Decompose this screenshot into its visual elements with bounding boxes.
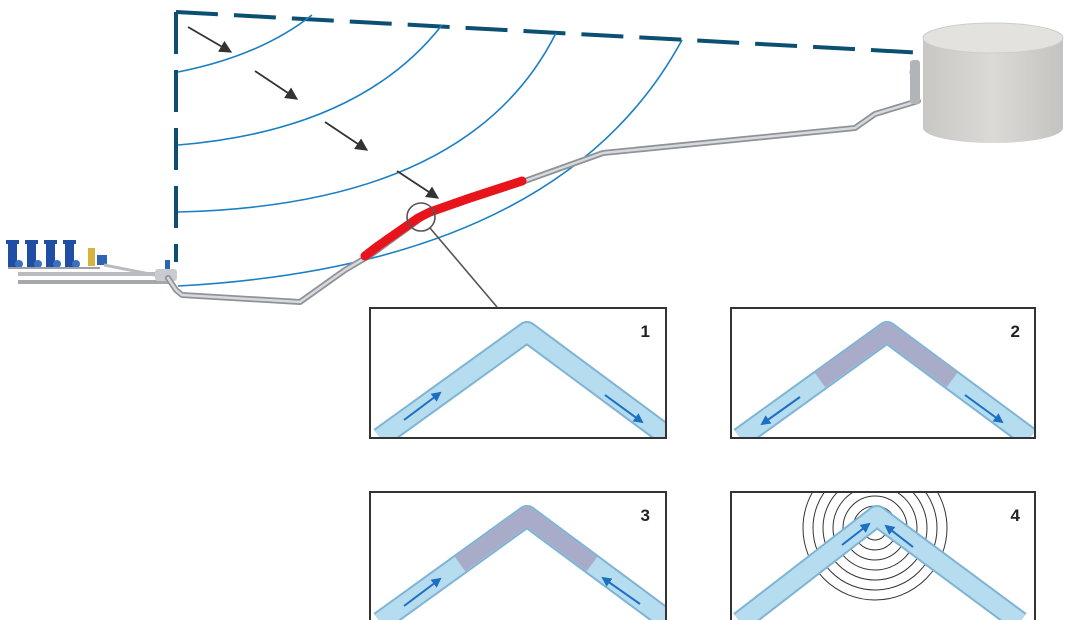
pump-station-icon xyxy=(6,240,177,284)
flow-arrow xyxy=(403,577,442,607)
panel-number: 3 xyxy=(641,506,650,525)
flow-arrow xyxy=(604,394,644,424)
critical-pipe-section xyxy=(360,176,527,261)
panel-number: 2 xyxy=(1011,322,1020,341)
flow-arrow xyxy=(964,394,1004,424)
panel-3: 3 xyxy=(369,491,667,620)
propagation-arrow-4 xyxy=(396,170,440,199)
flow-arrow xyxy=(841,522,871,546)
vapor-cavity xyxy=(814,323,958,388)
wave-front-1 xyxy=(177,14,313,73)
flow-arrow xyxy=(884,524,914,548)
propagation-arrow-3 xyxy=(324,121,369,151)
water-tank-icon xyxy=(910,22,1064,143)
vapor-cavity xyxy=(454,507,598,572)
panel-4: 4 xyxy=(730,491,1036,620)
wave-front-3 xyxy=(177,32,557,213)
panel-number: 4 xyxy=(1011,506,1021,525)
flow-arrow xyxy=(760,396,801,426)
wave-front-4 xyxy=(177,39,683,287)
propagation-arrow-1 xyxy=(187,26,233,53)
panel-number: 1 xyxy=(641,322,650,341)
flow-arrow xyxy=(601,576,641,605)
panel-2: 2 xyxy=(730,307,1036,439)
propagation-arrow-2 xyxy=(254,70,299,100)
flow-arrow xyxy=(403,391,442,421)
detail-magnifier xyxy=(406,202,498,308)
wave-front-2 xyxy=(177,24,443,146)
valve-icon xyxy=(88,248,161,278)
wave-fronts xyxy=(177,14,683,287)
propagation-arrows xyxy=(187,26,440,199)
envelope-top-line xyxy=(175,10,926,55)
pressure-envelope xyxy=(174,10,926,262)
panel-1: 1 xyxy=(369,307,667,439)
